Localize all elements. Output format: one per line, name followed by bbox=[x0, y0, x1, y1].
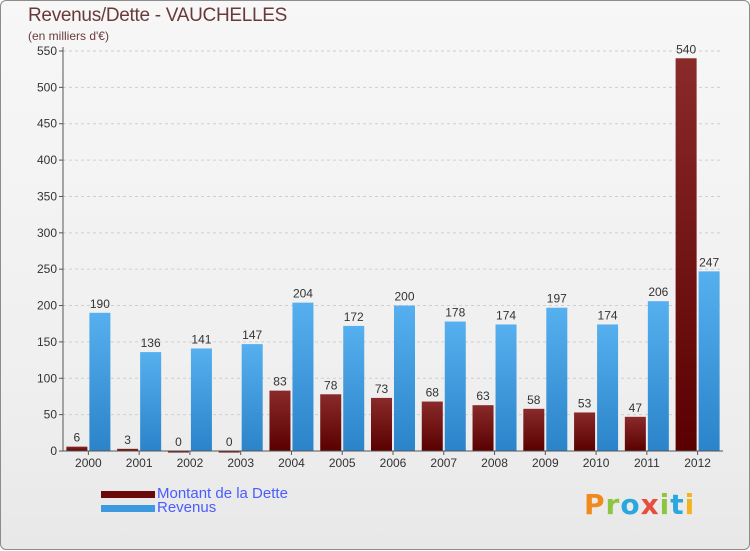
data-label-revenue: 174 bbox=[598, 308, 618, 322]
y-tick-label: 450 bbox=[37, 117, 57, 131]
bar-debt bbox=[523, 408, 545, 451]
bar-revenue bbox=[647, 301, 669, 451]
logo-letter: t bbox=[670, 488, 685, 521]
bar-debt bbox=[269, 390, 291, 451]
logo-letter: o bbox=[620, 488, 641, 521]
data-label-debt: 83 bbox=[273, 375, 287, 389]
proxiti-logo: Proxiti bbox=[584, 488, 695, 521]
data-label-revenue: 174 bbox=[496, 308, 516, 322]
bar-revenue bbox=[140, 352, 162, 451]
bar-revenue bbox=[444, 321, 466, 451]
data-label-revenue: 206 bbox=[648, 285, 668, 299]
data-label-revenue: 147 bbox=[242, 328, 262, 342]
logo-letter: x bbox=[640, 488, 660, 521]
bar-debt bbox=[675, 58, 697, 451]
data-label-revenue: 172 bbox=[344, 310, 364, 324]
bar-revenue bbox=[394, 305, 415, 451]
data-label-revenue: 190 bbox=[90, 297, 110, 311]
bar-debt bbox=[624, 416, 646, 451]
y-tick-label: 550 bbox=[37, 44, 57, 58]
y-tick-label: 400 bbox=[37, 153, 57, 167]
x-tick-label: 2001 bbox=[126, 456, 153, 470]
chart-title: Revenus/Dette - VAUCHELLES bbox=[28, 5, 288, 26]
x-tick-label: 2012 bbox=[684, 456, 711, 470]
legend-item-debt: Montant de la Dette bbox=[101, 485, 288, 502]
y-tick-label: 150 bbox=[37, 335, 57, 349]
y-tick-label: 500 bbox=[37, 80, 57, 94]
y-tick-label: 200 bbox=[37, 299, 57, 313]
logo-letter: i bbox=[659, 488, 671, 521]
legend-label-debt: Montant de la Dette bbox=[157, 485, 288, 502]
bar-revenue bbox=[698, 271, 720, 451]
data-label-debt: 0 bbox=[226, 435, 233, 449]
data-label-revenue: 136 bbox=[141, 336, 161, 350]
data-label-debt: 73 bbox=[375, 382, 389, 396]
data-label-debt: 47 bbox=[629, 401, 643, 415]
logo-letter: i bbox=[684, 488, 696, 521]
data-label-revenue: 197 bbox=[547, 292, 567, 306]
chart-subtitle: (en milliers d'€) bbox=[28, 29, 109, 43]
data-label-revenue: 178 bbox=[445, 306, 465, 320]
bar-debt bbox=[371, 397, 392, 451]
logo-letter: P bbox=[584, 488, 606, 521]
bar-debt bbox=[167, 451, 189, 453]
data-label-debt: 68 bbox=[426, 386, 440, 400]
data-label-revenue: 200 bbox=[394, 290, 414, 304]
bar-revenue bbox=[241, 344, 263, 451]
x-tick-label: 2002 bbox=[177, 456, 204, 470]
x-tick-label: 2007 bbox=[430, 456, 457, 470]
data-label-debt: 0 bbox=[175, 435, 182, 449]
data-label-debt: 53 bbox=[578, 396, 592, 410]
bar-revenue bbox=[190, 348, 212, 451]
data-label-debt: 78 bbox=[324, 378, 338, 392]
x-tick-label: 2000 bbox=[75, 456, 102, 470]
bar-debt bbox=[66, 446, 88, 451]
data-label-debt: 63 bbox=[476, 389, 490, 403]
bar-revenue bbox=[292, 302, 314, 451]
x-tick-label: 2009 bbox=[532, 456, 559, 470]
x-tick-label: 2006 bbox=[380, 456, 407, 470]
legend: Montant de la Dette Revenus bbox=[101, 485, 288, 516]
bar-debt bbox=[472, 405, 494, 451]
x-tick-label: 2010 bbox=[583, 456, 610, 470]
legend-item-revenue: Revenus bbox=[101, 499, 288, 516]
x-tick-label: 2008 bbox=[481, 456, 508, 470]
bar-debt bbox=[218, 451, 240, 453]
bar-debt bbox=[421, 401, 443, 451]
data-label-revenue: 141 bbox=[191, 332, 211, 346]
bar-revenue bbox=[343, 325, 365, 451]
y-tick-label: 350 bbox=[37, 189, 57, 203]
data-label-debt: 3 bbox=[124, 433, 131, 447]
x-tick-label: 2011 bbox=[634, 456, 660, 470]
y-tick-label: 250 bbox=[37, 262, 57, 276]
data-label-revenue: 204 bbox=[293, 287, 313, 301]
x-tick-label: 2005 bbox=[329, 456, 356, 470]
bar-debt bbox=[320, 394, 342, 451]
data-label-debt: 58 bbox=[527, 393, 541, 407]
bar-revenue bbox=[495, 324, 517, 451]
bar-debt bbox=[574, 412, 596, 451]
data-label-revenue: 247 bbox=[699, 255, 719, 269]
y-tick-label: 50 bbox=[44, 408, 58, 422]
y-tick-label: 300 bbox=[37, 226, 57, 240]
bar-revenue bbox=[89, 312, 111, 451]
y-tick-label: 0 bbox=[50, 444, 57, 458]
bar-revenue bbox=[597, 324, 619, 451]
x-tick-label: 2004 bbox=[278, 456, 305, 470]
x-tick-label: 2003 bbox=[227, 456, 254, 470]
legend-swatch-revenue bbox=[101, 504, 155, 512]
bar-debt bbox=[117, 448, 139, 451]
y-tick-label: 100 bbox=[37, 371, 57, 385]
legend-swatch-debt bbox=[101, 490, 155, 498]
bar-revenue bbox=[546, 307, 568, 451]
logo-letter: r bbox=[605, 488, 621, 521]
legend-label-revenue: Revenus bbox=[157, 499, 217, 516]
data-label-debt: 6 bbox=[74, 431, 81, 445]
data-label-debt: 540 bbox=[676, 42, 696, 56]
